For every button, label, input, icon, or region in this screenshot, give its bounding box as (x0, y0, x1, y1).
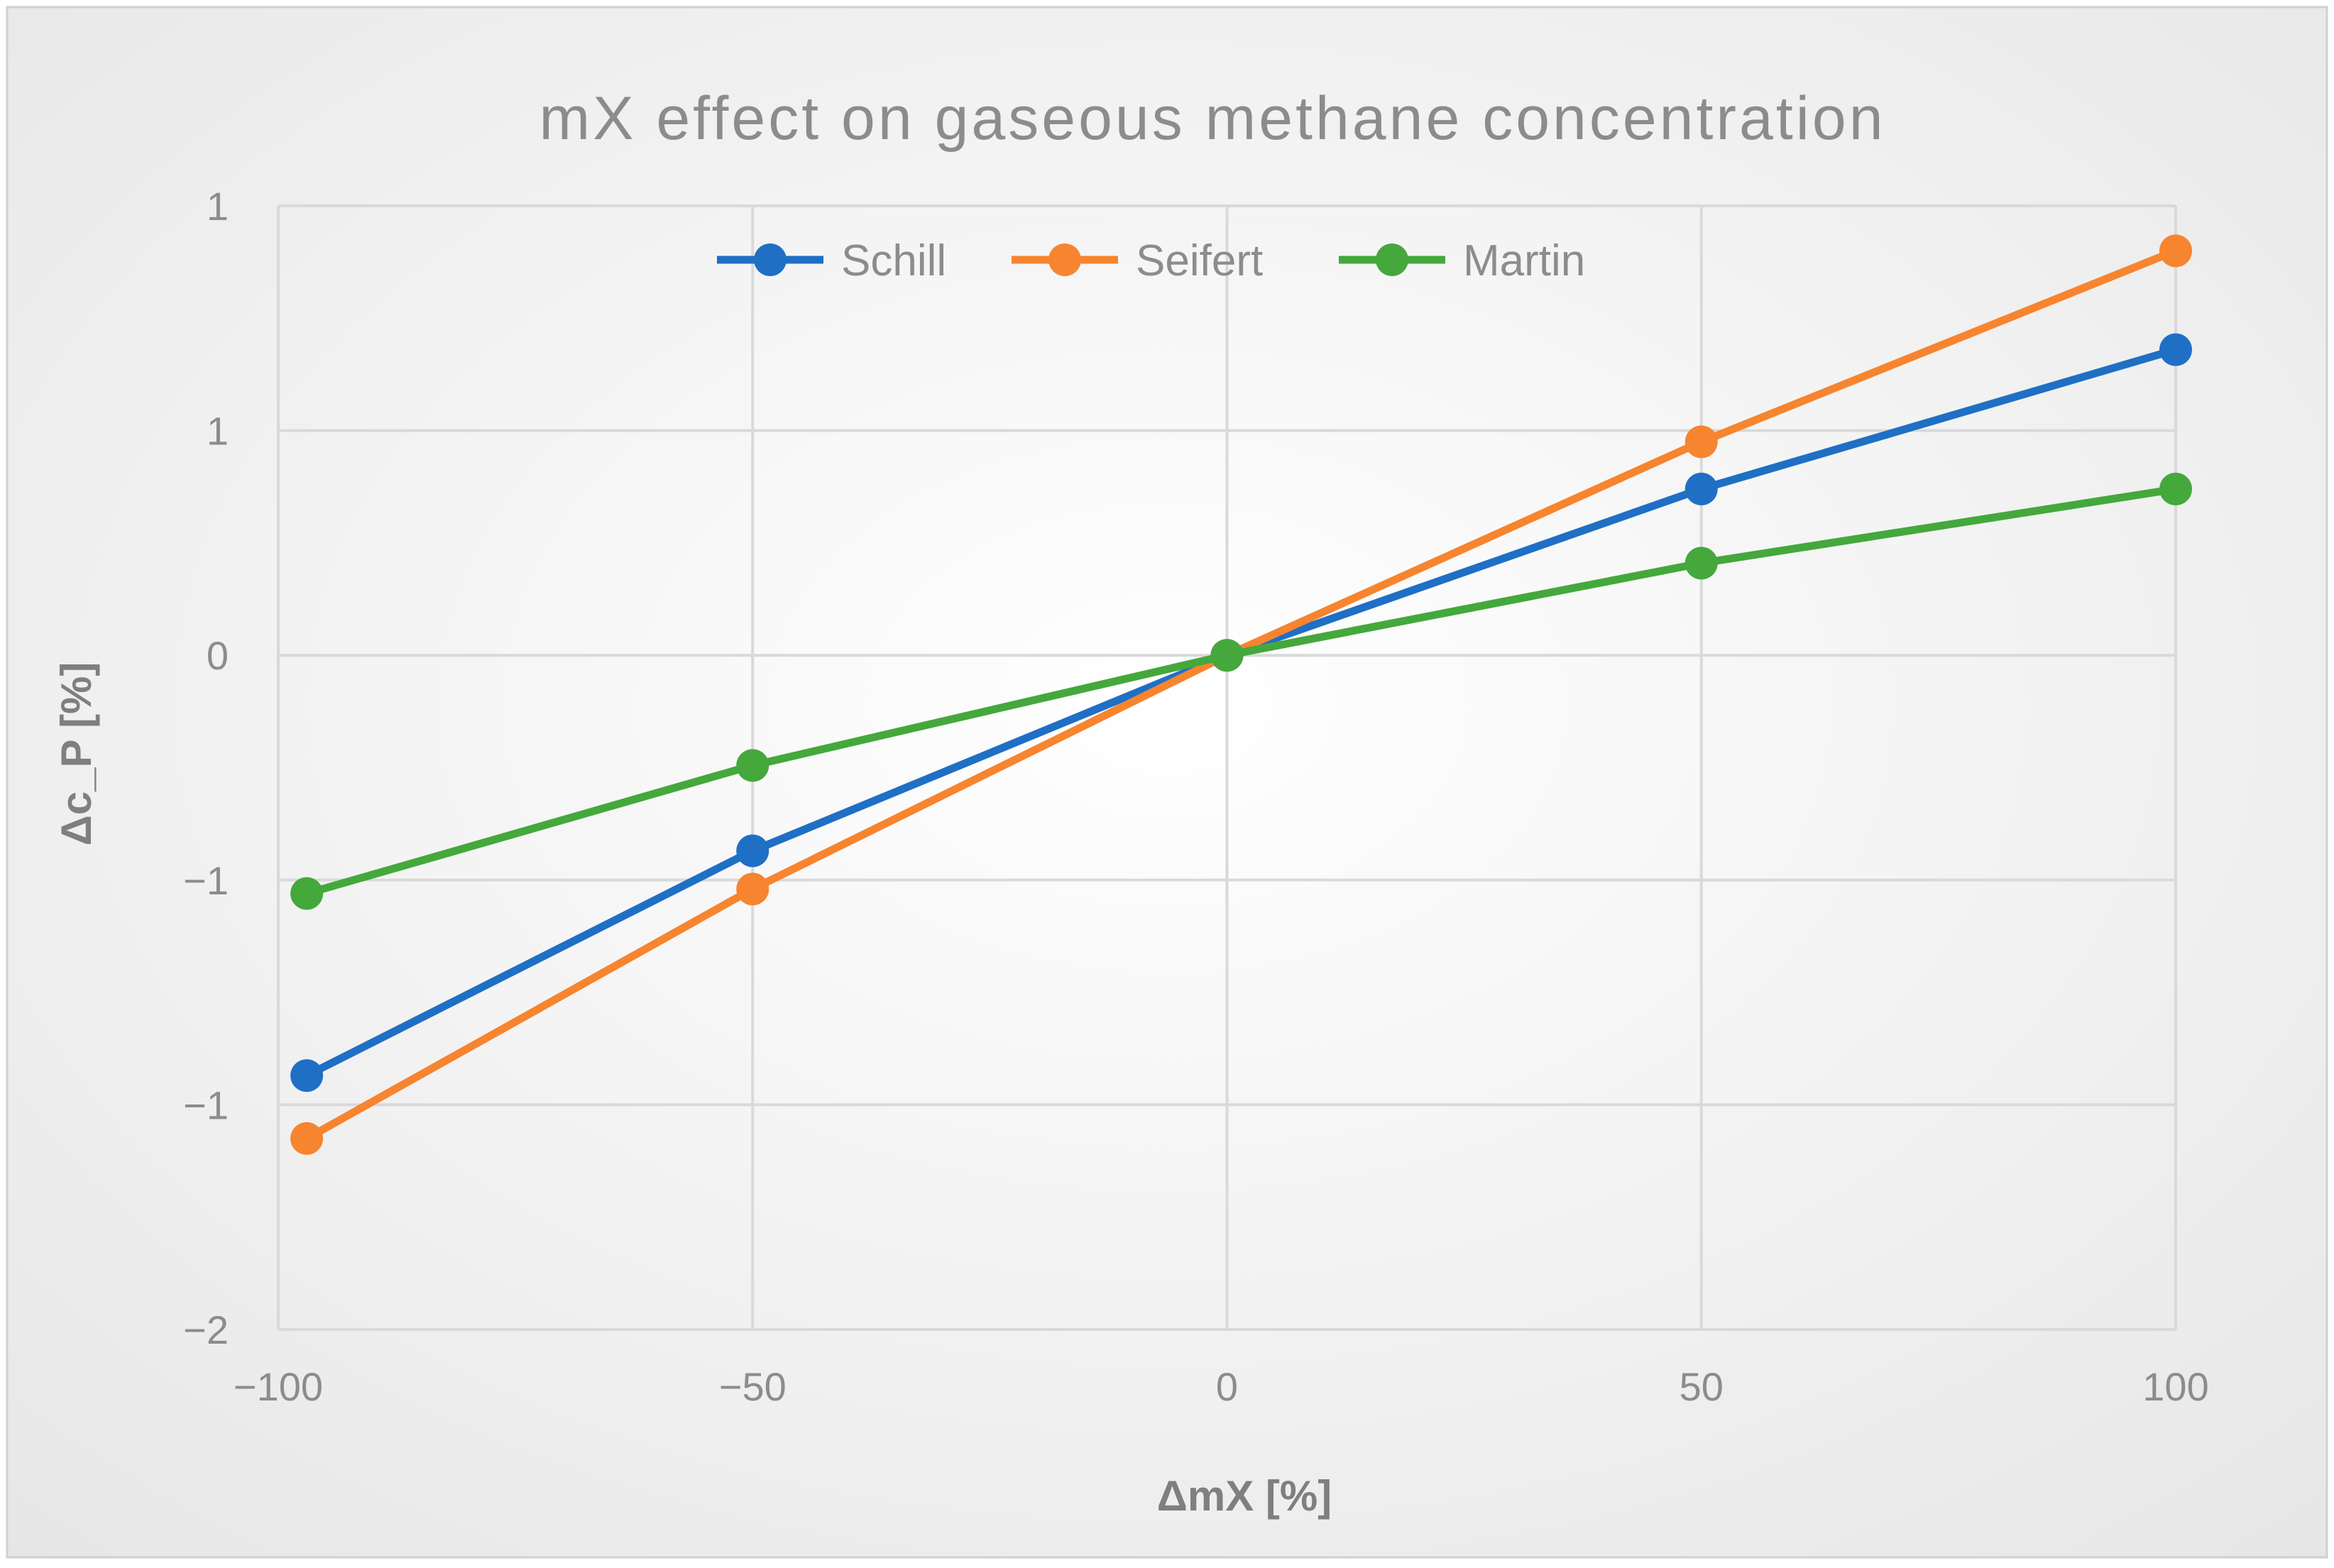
x-axis-title: ΔmX [%] (1157, 1472, 1332, 1520)
chart-title: mX effect on gaseous methane concentrati… (539, 84, 1885, 153)
legend: Schill Seifert Martin (717, 236, 1585, 285)
x-tick-label: −50 (719, 1364, 787, 1409)
data-point-martin (290, 877, 324, 910)
data-point-martin (1684, 547, 1718, 580)
legend-swatch-marker-seifert (1048, 243, 1081, 276)
data-point-martin (736, 749, 769, 782)
legend-label-martin: Martin (1463, 236, 1585, 285)
x-tick-label: 100 (2142, 1364, 2208, 1409)
legend-label-schill: Schill (841, 236, 946, 285)
data-point-schill (2159, 333, 2192, 366)
data-point-martin (2159, 472, 2192, 505)
data-point-seifert (290, 1122, 324, 1155)
y-axis-title: Δc_P [%] (53, 662, 100, 846)
legend-swatch-marker-martin (1376, 243, 1408, 276)
legend-label-seifert: Seifert (1136, 236, 1263, 285)
y-tick-label: −1 (183, 1082, 229, 1127)
x-tick-label: 50 (1680, 1364, 1724, 1409)
data-point-schill (290, 1059, 324, 1092)
x-tick-label: −100 (234, 1364, 323, 1409)
y-tick-label: −1 (183, 858, 229, 903)
data-point-seifert (736, 872, 769, 906)
chart-background (6, 6, 2328, 1559)
data-point-schill (1684, 472, 1718, 505)
series-layer (290, 234, 2192, 1155)
y-tick-label: −2 (183, 1307, 229, 1352)
tick-labels: 1 1 0 −1 −1 −2−100 −50 0 50 100 (183, 184, 2209, 1409)
y-tick-label: 1 (207, 409, 229, 454)
gridlines (277, 204, 2177, 1331)
data-point-schill (736, 834, 769, 867)
data-point-martin (1210, 639, 1244, 672)
legend-swatch-marker-schill (754, 243, 787, 276)
y-tick-label: 1 (207, 184, 229, 229)
data-point-seifert (2159, 234, 2192, 268)
y-tick-label: 0 (207, 633, 229, 678)
data-point-seifert (1684, 425, 1718, 459)
x-tick-label: 0 (1216, 1364, 1238, 1409)
